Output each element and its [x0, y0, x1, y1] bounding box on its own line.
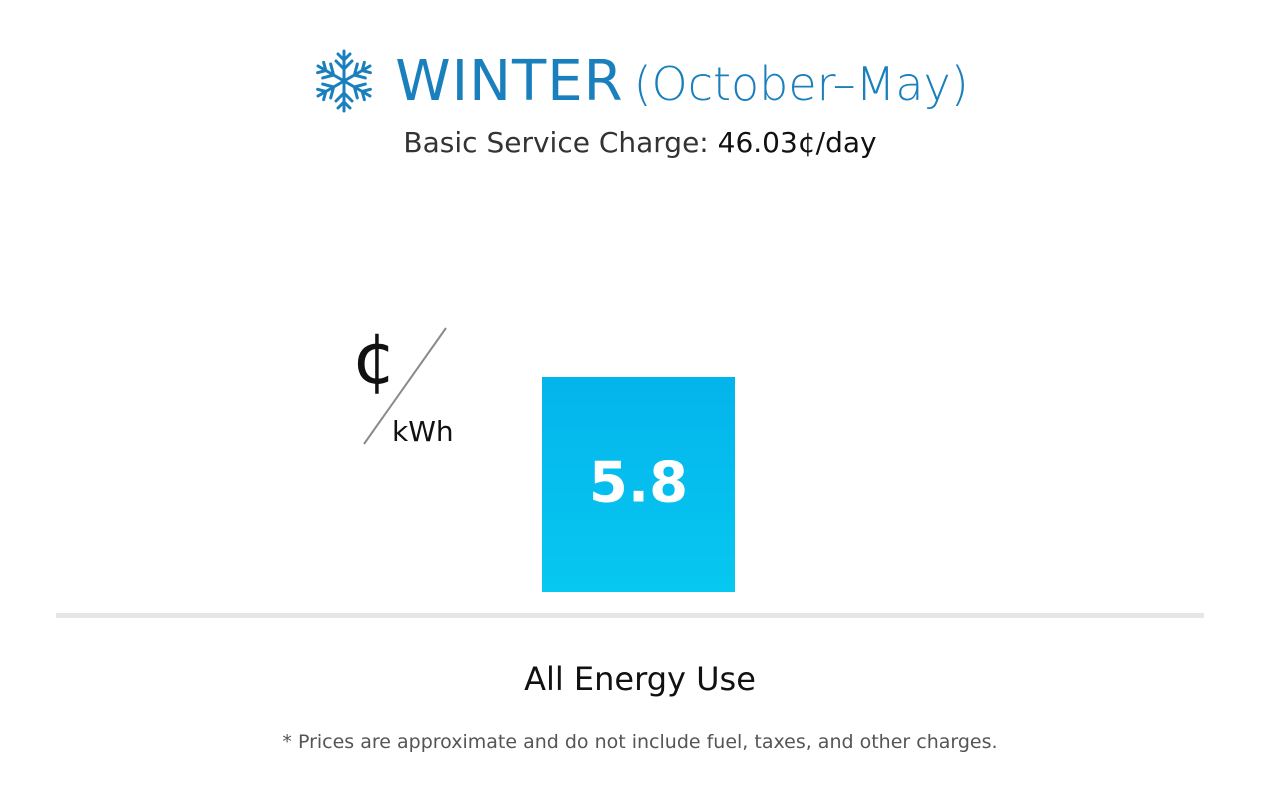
season-months: (October–May): [633, 56, 969, 111]
header: WINTER (October–May) Basic Service Charge…: [0, 48, 1280, 159]
unit-numerator: ¢: [352, 318, 397, 400]
season-title: WINTER: [395, 48, 624, 114]
category-label: All Energy Use: [524, 660, 756, 698]
bar-0: [542, 377, 735, 592]
title-row: WINTER (October–May): [311, 48, 969, 114]
footnote: * Prices are approximate and do not incl…: [282, 731, 998, 753]
bar-chart: 5.8: [56, 377, 1204, 618]
service-charge: Basic Service Charge: 46.03¢/day: [0, 126, 1280, 159]
bars-group: 5.8: [542, 377, 735, 592]
unit-denominator: kWh: [392, 415, 454, 448]
bar-value-label-0: 5.8: [589, 451, 688, 516]
service-charge-value: 46.03¢/day: [717, 126, 877, 159]
snowflake-icon: [312, 49, 376, 113]
unit-slash: [363, 327, 447, 445]
chart-baseline: [56, 613, 1204, 618]
service-charge-label: Basic Service Charge:: [403, 126, 709, 159]
unit-label: ¢ kWh: [348, 322, 478, 452]
